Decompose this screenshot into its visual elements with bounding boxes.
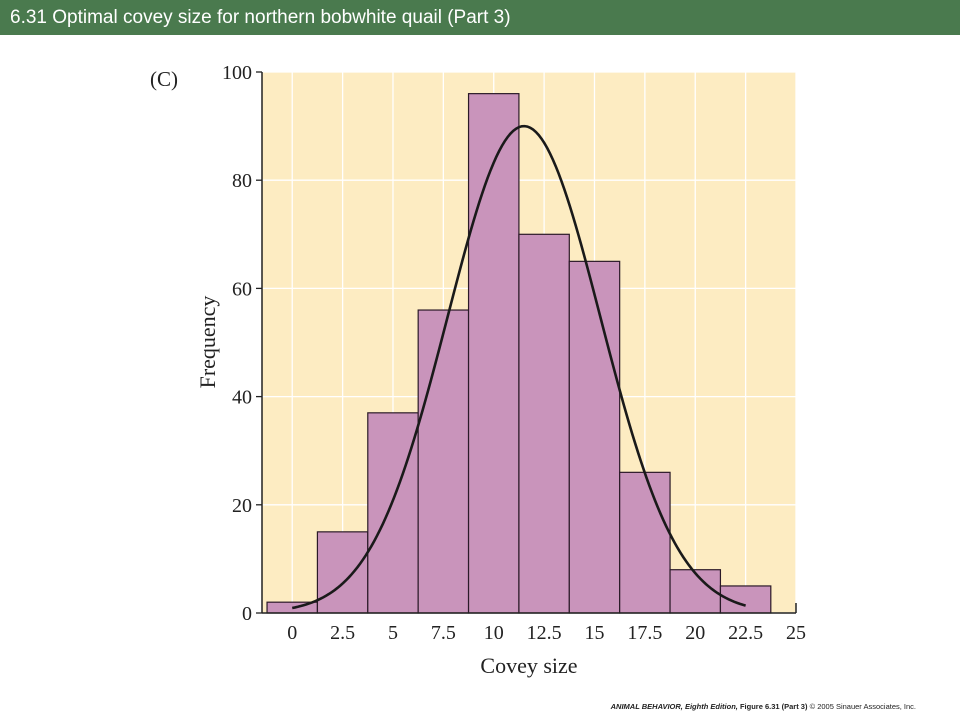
y-tick-labels: 0 20 40 60 80 100 <box>222 62 252 625</box>
x-tick-label: 5 <box>388 622 398 644</box>
figure-credit: ANIMAL BEHAVIOR, Eighth Edition, Figure … <box>611 702 916 711</box>
figure-reference: Figure 6.31 (Part 3) <box>739 702 808 711</box>
histogram-bar <box>417 309 470 614</box>
x-axis-label: Covey size <box>480 653 577 678</box>
y-tick-label: 100 <box>222 62 252 84</box>
histogram-bar <box>316 531 369 614</box>
panel-label: (C) <box>150 67 178 91</box>
y-tick-label: 40 <box>232 387 252 409</box>
y-tick-label: 0 <box>242 603 252 625</box>
histogram-bar <box>367 412 419 614</box>
y-tick-label: 60 <box>232 278 252 300</box>
normal-fit-curve <box>291 124 746 610</box>
x-tick-label: 22.5 <box>728 622 763 644</box>
histogram-bar <box>518 233 570 614</box>
y-axis-label: Frequency <box>195 296 220 389</box>
copyright-notice: © 2005 Sinauer Associates, Inc. <box>809 702 916 711</box>
x-tick-label: 2.5 <box>330 622 355 644</box>
x-tick-label: 12.5 <box>527 622 562 644</box>
y-tick-label: 80 <box>232 170 252 192</box>
axes <box>256 71 797 614</box>
histogram-bar <box>568 260 621 614</box>
book-title: ANIMAL BEHAVIOR, Eighth Edition, <box>610 702 738 711</box>
y-tick-label: 20 <box>232 495 252 517</box>
x-tick-labels: 0 2.5 5 7.5 10 12.5 15 17.5 20 22.5 25 <box>287 622 806 644</box>
histogram-bar <box>619 471 671 614</box>
x-tick-label: 0 <box>287 622 297 644</box>
x-tick-label: 7.5 <box>431 622 456 644</box>
x-tick-label: 25 <box>786 622 806 644</box>
histogram-bar <box>467 93 520 614</box>
histogram-bars <box>266 93 772 614</box>
x-tick-label: 20 <box>685 622 705 644</box>
x-tick-label: 10 <box>484 622 504 644</box>
x-tick-label: 15 <box>584 622 604 644</box>
x-tick-label: 17.5 <box>627 622 662 644</box>
slide-title: 6.31 Optimal covey size for northern bob… <box>0 0 960 35</box>
